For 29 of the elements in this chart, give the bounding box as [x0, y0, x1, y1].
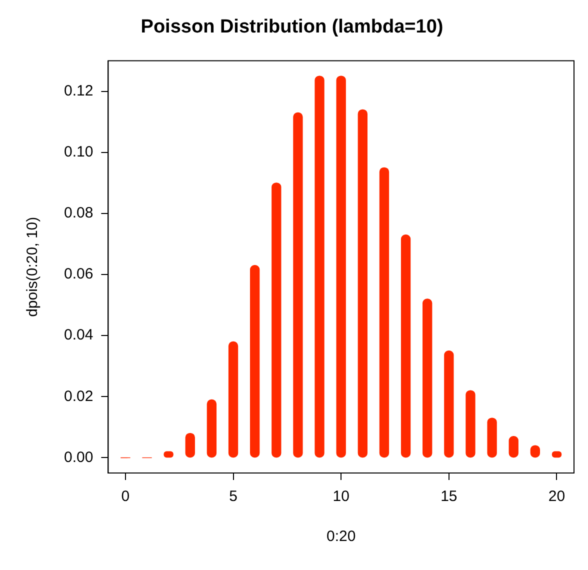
y-tick-label: 0.10 [64, 144, 94, 161]
x-tick-label: 10 [332, 488, 350, 506]
bar [314, 76, 324, 458]
y-tick-label: 0.12 [64, 82, 94, 100]
bar [358, 109, 368, 458]
y-tick-label: 0.08 [64, 204, 94, 222]
bar [293, 112, 303, 458]
chart-title: Poisson Distribution (lambda=10) [140, 16, 444, 38]
bar [400, 234, 411, 458]
bar [206, 399, 217, 458]
bar [336, 76, 346, 458]
bar [487, 418, 497, 458]
y-tick-label: 0.06 [64, 266, 94, 283]
bar [272, 182, 282, 458]
bar [466, 390, 476, 458]
bar [250, 265, 260, 458]
x-axis-title: 0:20 [326, 528, 356, 546]
bar [444, 350, 454, 458]
y-tick-label: 0.04 [64, 326, 94, 344]
bar [422, 298, 432, 458]
x-tick-label: 0 [121, 488, 130, 506]
y-tick-label: 0.00 [64, 448, 94, 466]
y-axis-title: dpois(0:20, 10) [24, 216, 42, 317]
y-tick-label: 0.02 [64, 388, 94, 405]
x-tick-label: 5 [229, 488, 238, 506]
x-tick-label: 20 [548, 488, 566, 506]
x-tick-label: 15 [440, 488, 458, 506]
bar [379, 167, 390, 458]
bar [228, 341, 238, 458]
